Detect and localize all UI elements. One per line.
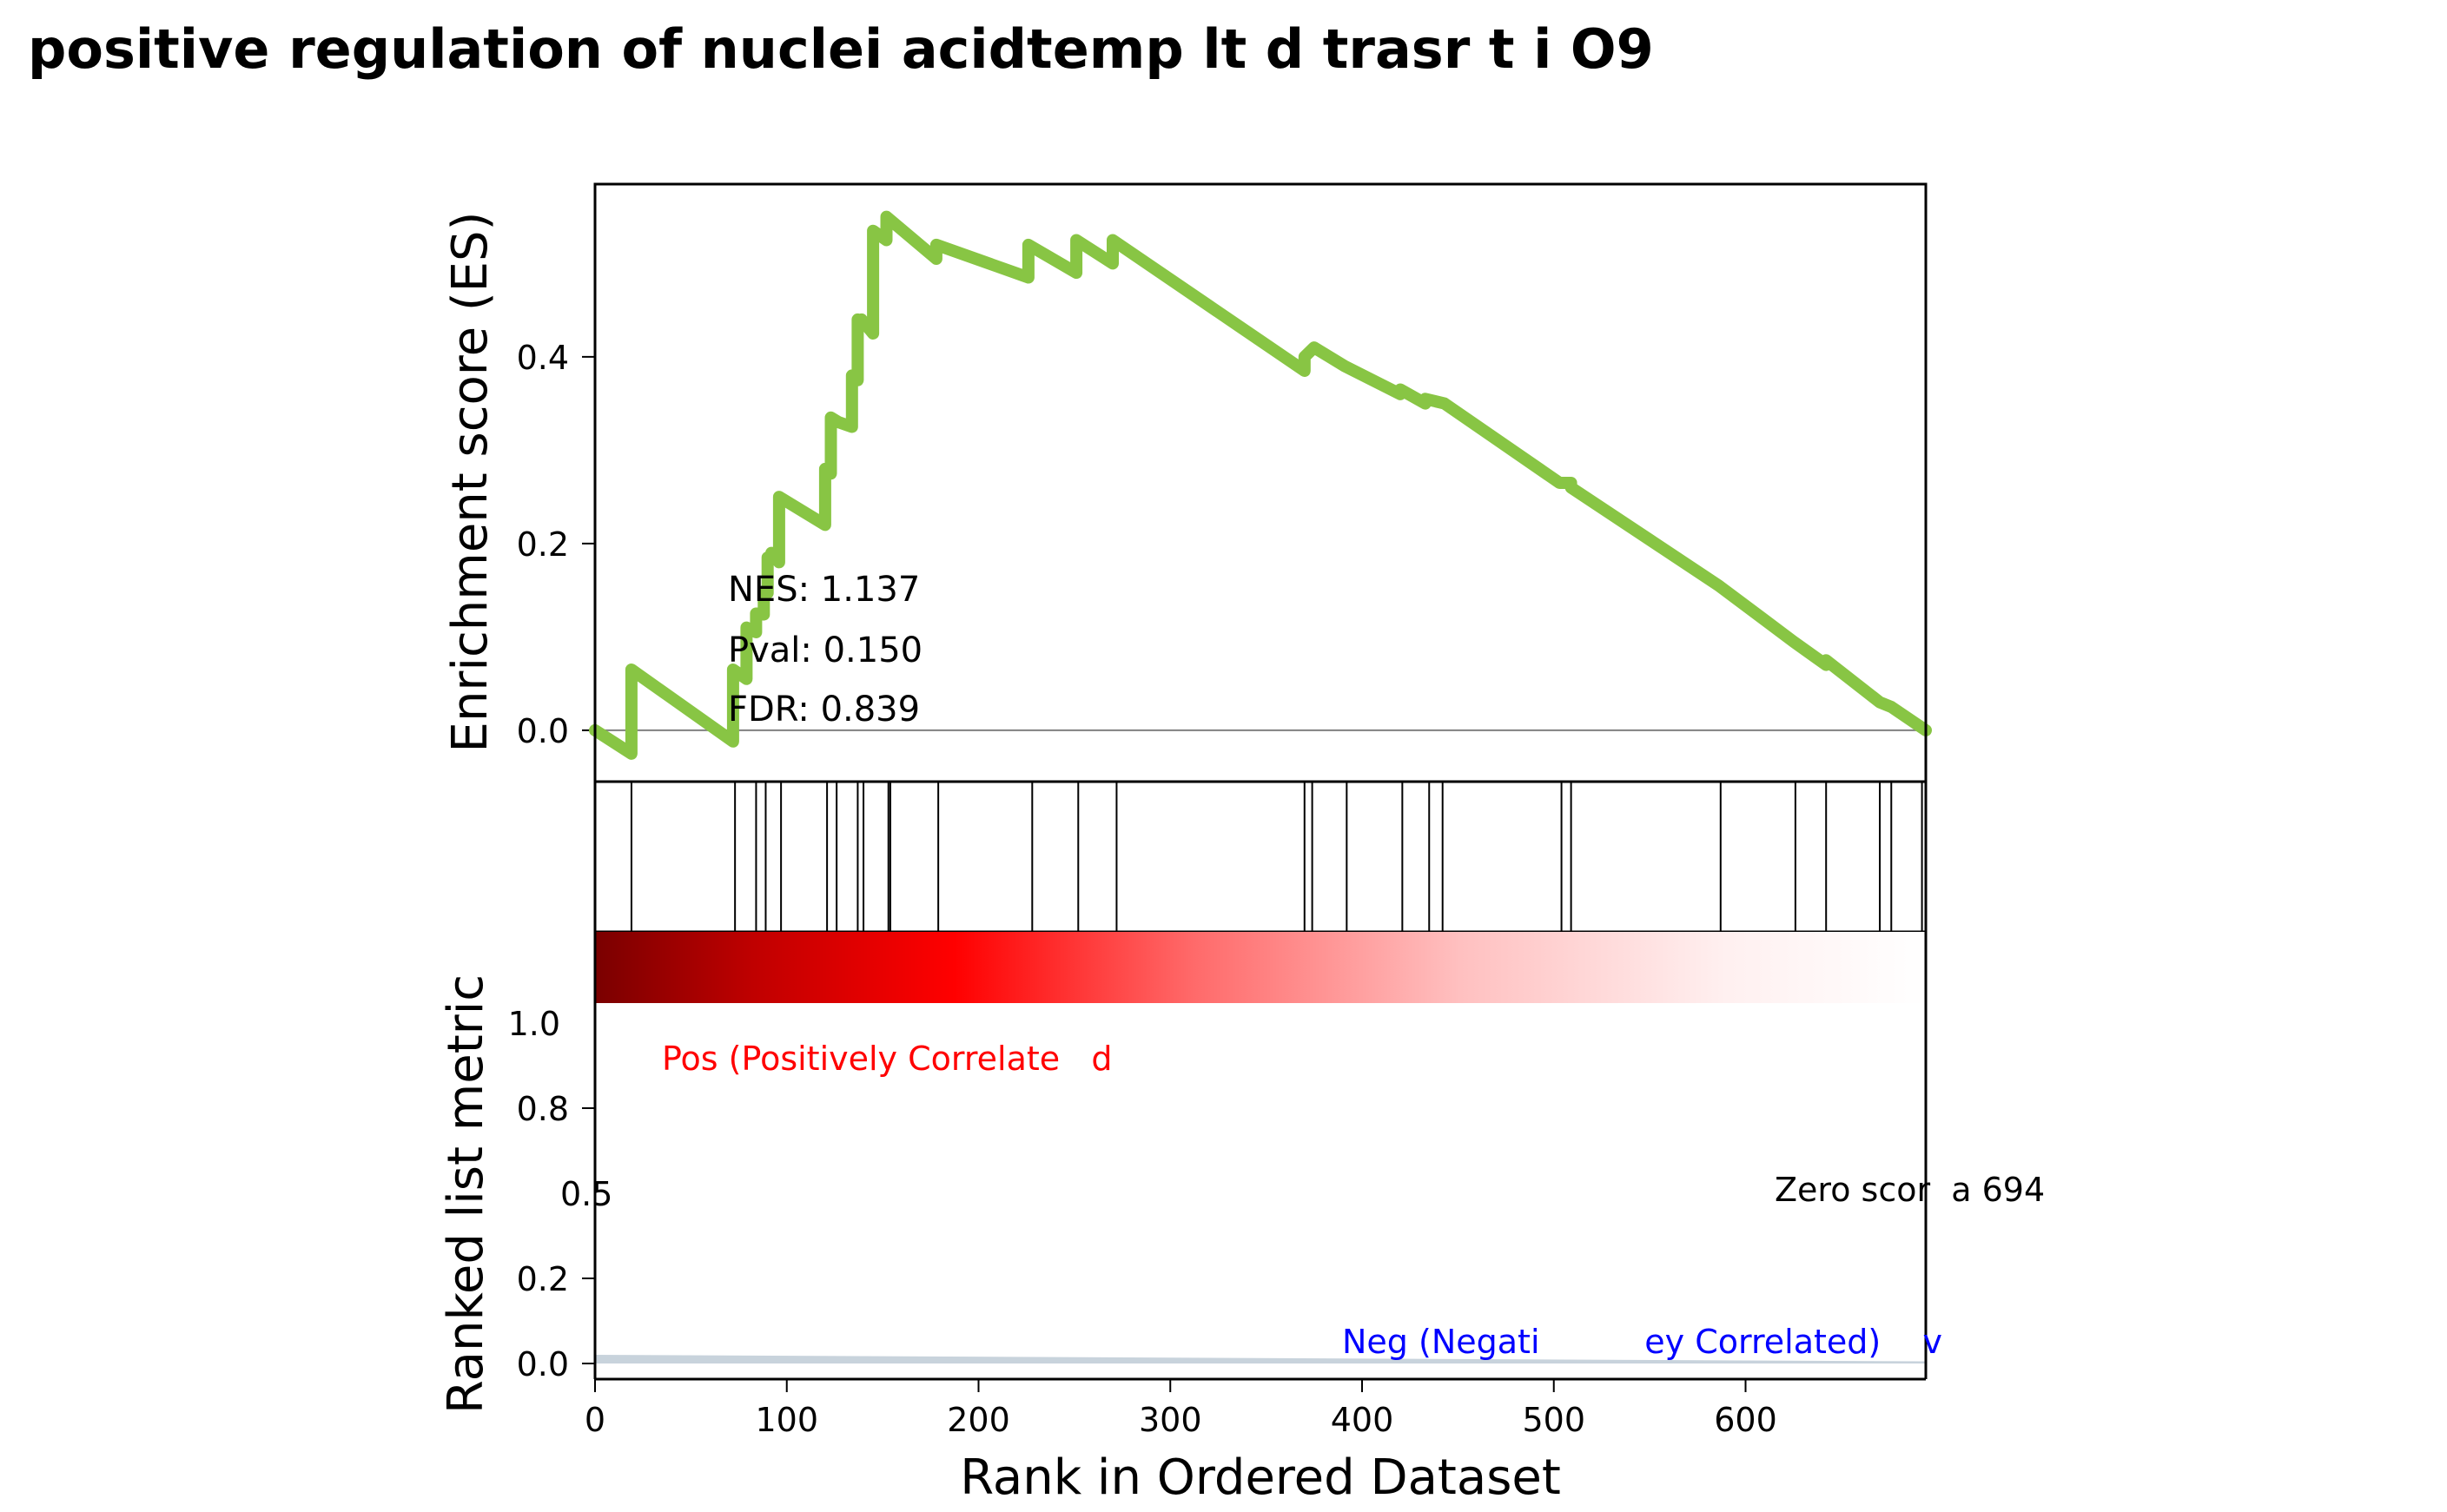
metric-ytick: 0.0 — [517, 1345, 569, 1383]
xtick-label: 200 — [947, 1401, 1010, 1439]
nes-annotation: NES: 1.137 — [728, 570, 920, 610]
es-curve — [589, 210, 1932, 760]
xtick-label: 500 — [1522, 1401, 1585, 1439]
rank-heatmap-bar — [595, 932, 1926, 1003]
pos-correlated-label: Pos (Positively Correlate d — [662, 1040, 1113, 1078]
xtick-label: 0 — [585, 1401, 605, 1439]
xtick-label: 300 — [1139, 1401, 1202, 1439]
x-axis-label: Rank in Ordered Dataset — [960, 1449, 1561, 1506]
zero-score-label: Zero scor a 694 — [1775, 1171, 2045, 1209]
rank-metric-area — [595, 1355, 1926, 1363]
rank-metric-panel: 0.0 0.2 0.5 0.8 1.0 Pos (Positively Corr… — [438, 932, 2045, 1506]
xtick-label: 100 — [755, 1401, 818, 1439]
pval-annotation: Pval: 0.150 — [728, 631, 923, 670]
neg-correlated-label: Neg (Negati ey Correlated) v — [1342, 1323, 1942, 1361]
metric-ytick: 0.2 — [517, 1260, 569, 1298]
chart-title: positive regulation of nuclei acidtemp l… — [28, 17, 1654, 81]
es-ytick-label: 0.4 — [517, 339, 569, 377]
rank-metric-y-ticks: 0.0 0.2 0.5 0.8 1.0 — [508, 1005, 613, 1383]
es-ytick-label: 0.2 — [517, 525, 569, 564]
rank-metric-ylabel: Ranked list metric — [438, 974, 494, 1414]
metric-ytick: 0.8 — [517, 1090, 569, 1128]
es-ytick-label: 0.0 — [517, 712, 569, 750]
hits-panel — [593, 780, 1928, 934]
fdr-annotation: FDR: 0.839 — [728, 690, 920, 730]
hit-lines — [630, 782, 1923, 932]
es-y-ticks: 0.0 0.2 0.4 — [517, 339, 595, 750]
x-ticks: 0 100 200 300 400 500 600 — [585, 1379, 1777, 1439]
hits-panel-frame — [593, 780, 1928, 934]
xtick-label: 600 — [1714, 1401, 1777, 1439]
es-ylabel: Enrichment score (ES) — [442, 212, 499, 753]
xtick-label: 400 — [1331, 1401, 1394, 1439]
metric-ytick: 0.5 — [560, 1175, 612, 1213]
es-panel: 0.0 0.2 0.4 Enrichment score (ES) NES: 1.1… — [442, 182, 1932, 783]
metric-ytick: 1.0 — [508, 1005, 560, 1043]
